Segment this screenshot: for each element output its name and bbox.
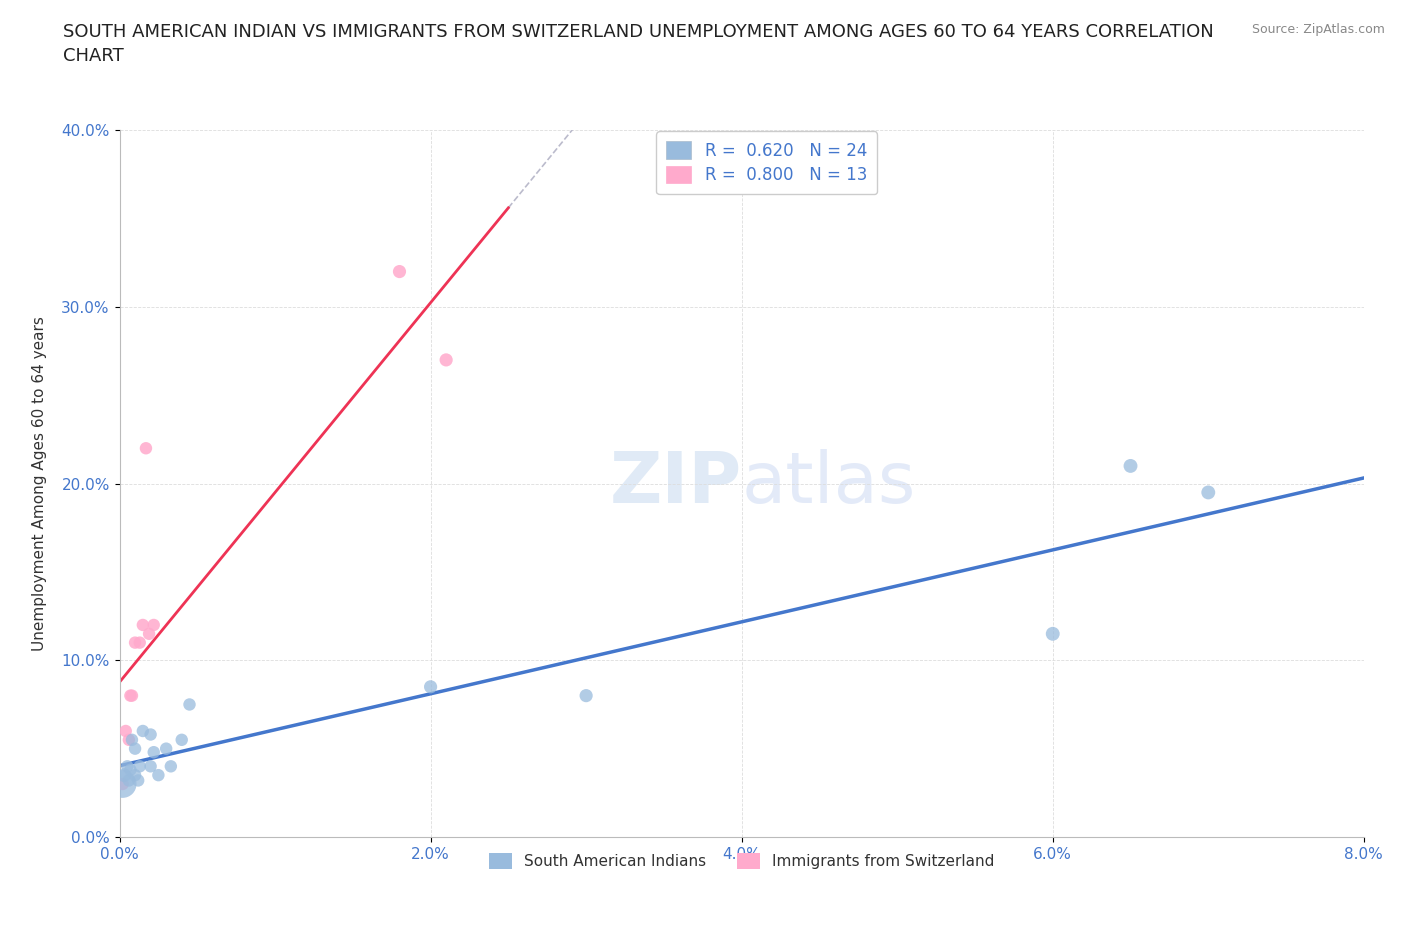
Point <box>170 733 193 748</box>
Point <box>1197 485 1219 500</box>
Y-axis label: Unemployment Among Ages 60 to 64 years: Unemployment Among Ages 60 to 64 years <box>32 316 48 651</box>
Point <box>388 264 411 279</box>
Point <box>112 768 135 783</box>
Point <box>121 733 143 748</box>
Point <box>127 773 149 788</box>
Point <box>139 759 162 774</box>
Point <box>121 688 143 703</box>
Point <box>419 679 441 694</box>
Point <box>124 768 146 783</box>
Point <box>120 688 142 703</box>
Text: atlas: atlas <box>742 449 917 518</box>
Text: ZIP: ZIP <box>609 449 742 518</box>
Point <box>117 759 139 774</box>
Point <box>128 759 150 774</box>
Point <box>114 724 136 738</box>
Point <box>132 618 155 632</box>
Point <box>135 441 157 456</box>
Point <box>148 768 170 783</box>
Point <box>142 618 165 632</box>
Point <box>575 688 598 703</box>
Point <box>132 724 155 738</box>
Point <box>138 627 160 642</box>
Point <box>111 777 134 791</box>
Point <box>155 741 177 756</box>
Point <box>1042 627 1064 642</box>
Point <box>128 635 150 650</box>
Point <box>118 773 141 788</box>
Point <box>139 727 162 742</box>
Point <box>124 741 146 756</box>
Text: SOUTH AMERICAN INDIAN VS IMMIGRANTS FROM SWITZERLAND UNEMPLOYMENT AMONG AGES 60 : SOUTH AMERICAN INDIAN VS IMMIGRANTS FROM… <box>63 23 1213 65</box>
Point <box>1119 458 1142 473</box>
Point <box>118 733 141 748</box>
Point <box>142 745 165 760</box>
Point <box>179 698 201 712</box>
Point <box>120 763 142 777</box>
Point <box>160 759 183 774</box>
Legend: South American Indians, Immigrants from Switzerland: South American Indians, Immigrants from … <box>482 847 1001 875</box>
Text: Source: ZipAtlas.com: Source: ZipAtlas.com <box>1251 23 1385 36</box>
Point <box>111 777 134 791</box>
Point <box>124 635 146 650</box>
Point <box>434 352 457 367</box>
